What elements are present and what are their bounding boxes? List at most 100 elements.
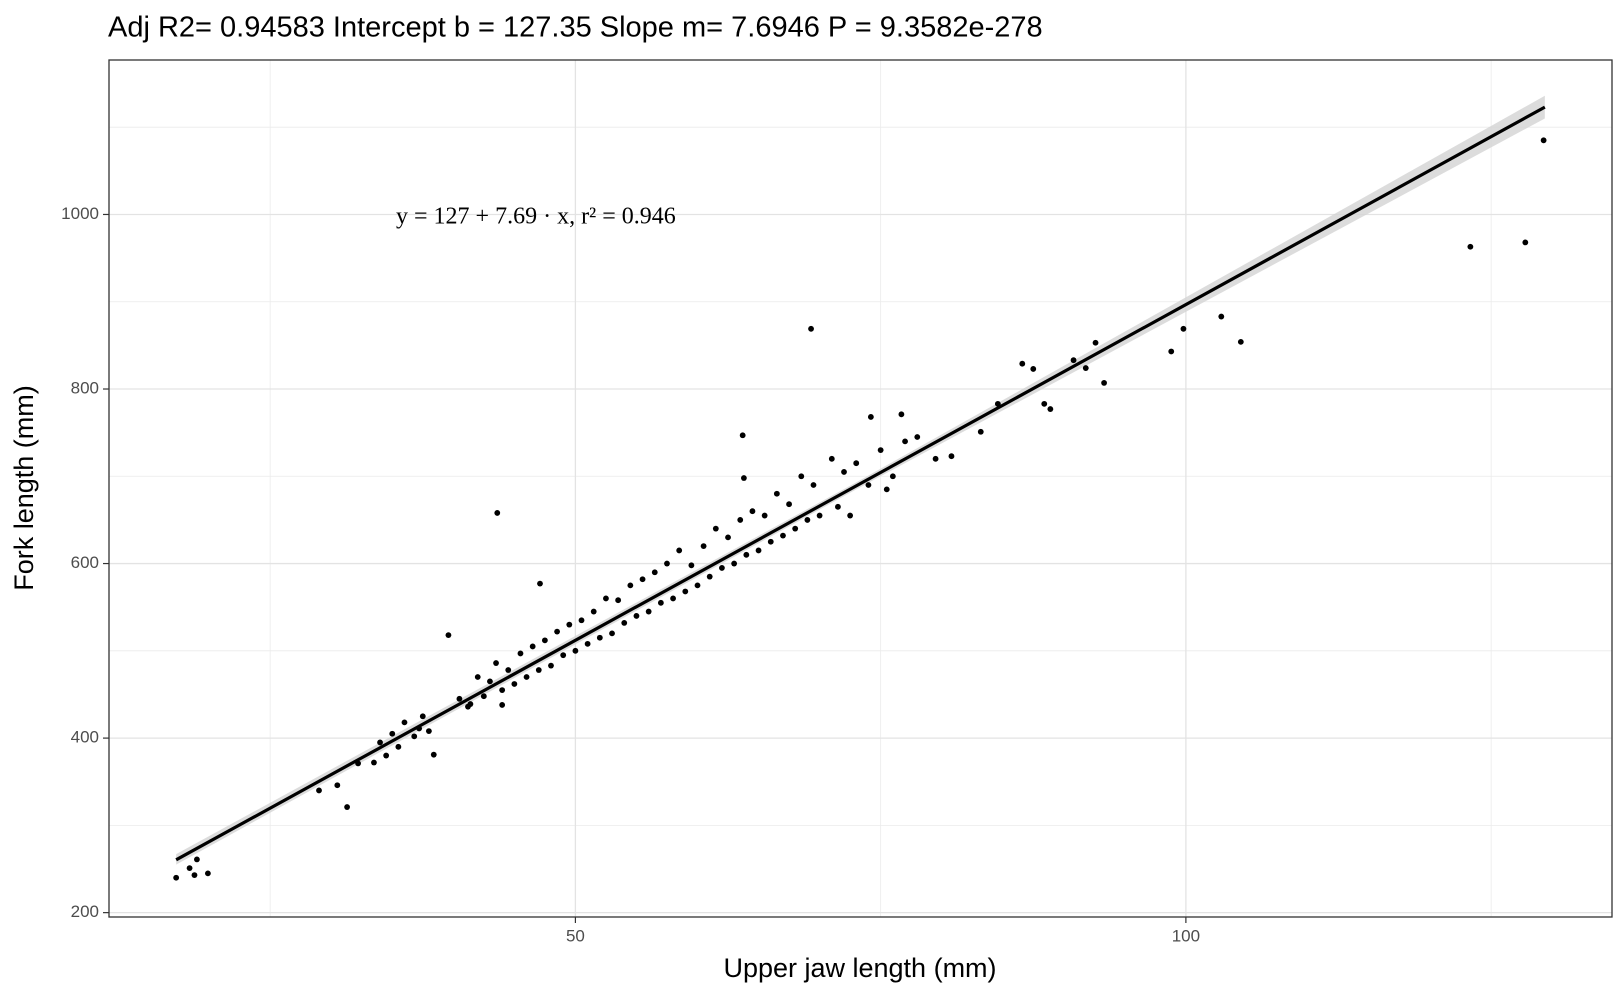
data-point [694,582,701,589]
data-point [706,573,713,580]
data-point [186,865,193,872]
data-point [334,782,341,789]
data-point [740,475,747,481]
data-point [743,551,750,558]
regression-line [175,105,1546,862]
data-point [430,751,437,758]
data-point [572,647,579,654]
data-point [808,325,814,332]
data-point [633,613,640,619]
data-point [1218,313,1225,320]
equation-annotation: y = 127 + 7.69 · x, r² = 0.946 [396,204,676,230]
data-point [584,640,591,647]
data-point [456,695,463,702]
data-point [474,674,481,680]
data-point [810,482,817,488]
data-point [316,787,322,794]
data-point [344,804,350,810]
plot-border [108,59,1613,918]
data-point [1070,357,1077,364]
data-point [173,874,180,881]
data-point [1237,338,1244,345]
data-point [786,501,792,508]
data-point [773,490,780,497]
data-point [651,569,658,576]
data-point [1168,348,1175,355]
data-point [645,608,652,615]
data-point [523,674,530,680]
data-point [560,652,567,659]
data-point [1101,380,1107,386]
data-point [731,560,738,567]
data-point [792,525,799,532]
data-point [719,565,725,571]
data-point [1522,239,1529,246]
data-point [480,693,487,700]
data-point [511,681,518,687]
data-point [204,870,211,877]
data-point [977,428,984,435]
y-tick-label: 800 [71,378,99,397]
data-point [767,538,774,545]
y-axis-label: Fork length (mm) [9,385,39,591]
data-point [1047,406,1054,412]
data-point [493,660,499,666]
data-point [670,595,676,602]
data-point [395,743,402,750]
data-point [425,728,432,735]
data-point [487,678,493,685]
data-point [639,576,646,583]
data-point [596,634,603,641]
data-point [835,503,841,510]
data-point [1092,339,1099,346]
data-point [529,643,536,650]
data-point [883,486,890,493]
data-point [755,547,762,554]
data-point [578,617,585,624]
data-point [499,702,506,708]
data-point [1030,366,1037,372]
data-point [780,532,786,539]
y-tick-label: 1000 [61,204,99,223]
data-point [700,543,707,549]
data-point [853,460,860,467]
data-point [898,411,905,418]
data-point [749,508,756,515]
data-point [548,662,554,669]
data-point [419,713,426,720]
data-point [505,667,512,673]
data-point [676,547,683,554]
data-point [798,473,805,480]
data-point [816,512,823,519]
data-point [535,667,542,673]
data-point [1540,137,1547,144]
data-point [865,482,872,488]
data-point [627,582,634,589]
data-point [664,560,670,567]
data-point [191,872,198,879]
data-point [615,597,622,604]
y-tick-label: 600 [71,553,99,572]
data-point [657,599,664,606]
data-point [389,730,396,737]
x-tick-label: 50 [566,926,585,945]
data-point [517,650,524,657]
data-point [867,414,874,420]
data-point [761,512,768,519]
data-point [566,621,573,628]
data-point [1041,400,1048,407]
data-point [725,534,731,541]
data-point [804,517,811,523]
data-point [371,759,377,766]
data-point [994,400,1001,407]
data-point [383,752,390,759]
data-point [194,856,200,863]
data-point [932,455,939,462]
data-point [499,687,506,693]
data-point [494,510,501,516]
data-point [1082,365,1089,371]
data-point [609,630,615,637]
chart-title: Adj R2= 0.94583 Intercept b = 127.35 Slo… [108,12,1043,44]
data-point [377,739,383,746]
